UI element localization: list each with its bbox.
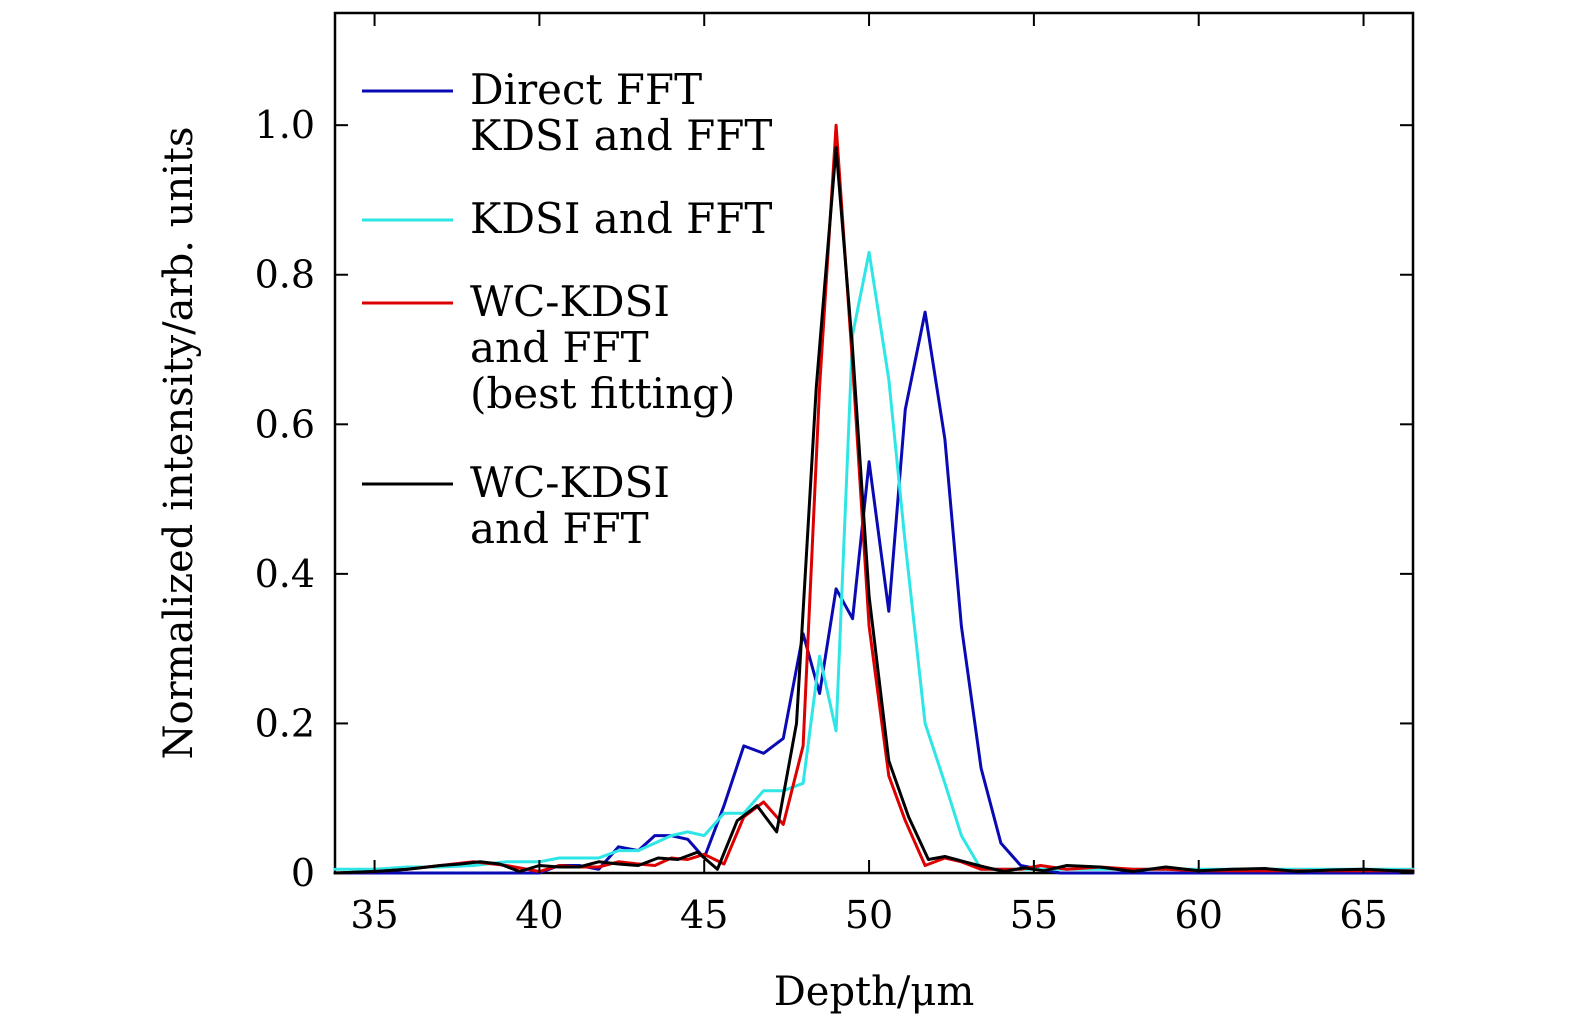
legend-label: Direct FFT bbox=[470, 65, 702, 114]
y-tick-label: 0.8 bbox=[255, 253, 315, 297]
y-tick-label: 0 bbox=[291, 851, 315, 895]
legend-label: and FFT bbox=[470, 504, 649, 553]
x-tick-label: 60 bbox=[1175, 893, 1223, 937]
legend-label: KDSI and FFT bbox=[470, 111, 772, 160]
legend-label: WC-KDSI bbox=[470, 458, 670, 507]
legend-label: WC-KDSI bbox=[470, 277, 670, 326]
x-tick-label: 65 bbox=[1339, 893, 1387, 937]
x-axis-label: Depth/μm bbox=[774, 969, 975, 1015]
y-tick-label: 0.2 bbox=[255, 701, 315, 745]
plot-frame bbox=[333, 11, 1415, 875]
legend-label: (best fitting) bbox=[470, 369, 735, 418]
x-tick-label: 50 bbox=[845, 893, 893, 937]
y-tick-label: 0.4 bbox=[255, 552, 315, 596]
x-tick-label: 45 bbox=[680, 893, 728, 937]
ticks-group: 35 40 45 50 55 60 65 0 0.2 0.4 0.6 0.8 1.0 bbox=[255, 13, 1413, 937]
x-tick-label: 35 bbox=[350, 893, 398, 937]
y-axis-label: Normalized intensity/arb. units bbox=[156, 126, 202, 759]
legend-label: KDSI and FFT bbox=[470, 194, 772, 243]
x-tick-label: 55 bbox=[1010, 893, 1058, 937]
y-tick-label: 1.0 bbox=[255, 103, 315, 147]
y-tick-label: 0.6 bbox=[255, 402, 315, 446]
x-tick-label: 40 bbox=[515, 893, 563, 937]
series-line-4 bbox=[333, 146, 1415, 875]
series-group bbox=[333, 123, 1415, 875]
legend-label: and FFT bbox=[470, 323, 649, 372]
